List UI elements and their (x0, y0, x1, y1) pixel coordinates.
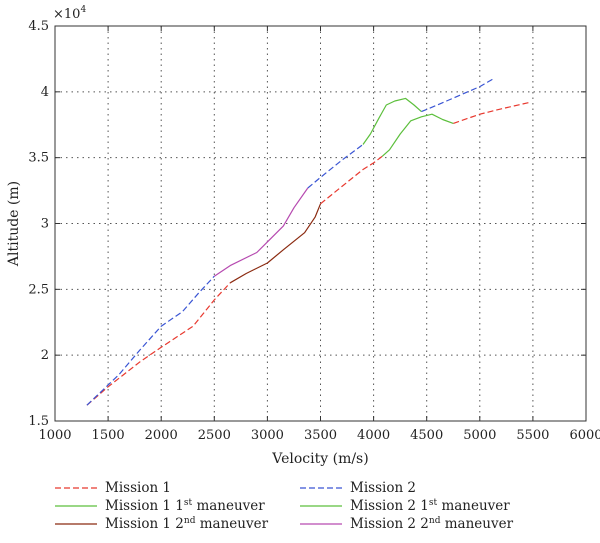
y-tick-label: 3 (41, 217, 49, 232)
x-tick-label: 1000 (38, 428, 71, 443)
y-tick-label: 3.5 (28, 151, 49, 166)
x-tick-label: 2000 (145, 428, 178, 443)
ticks: 1000 1500 2000 2500 3000 3500 4000 4500 5000 5500… (28, 19, 600, 443)
x-tick-label: 5000 (463, 428, 496, 443)
series-line-m1b (229, 203, 322, 284)
x-tick-label: 4500 (410, 428, 443, 443)
legend-label-m2b: Mission 2 2nd maneuver (350, 516, 514, 532)
legend-label-m1a: Mission 1 1st maneuver (105, 498, 265, 514)
x-tick-label: 3500 (304, 428, 337, 443)
legend-label-m2: Mission 2 (350, 480, 416, 496)
series-layer (86, 78, 530, 406)
y-multiplier: ×104 (53, 5, 86, 22)
y-tick-label: 4.5 (28, 19, 49, 34)
grid (55, 26, 586, 421)
x-tick-label: 3000 (251, 428, 284, 443)
series-line-m2 (421, 78, 494, 113)
series-line-m2 (86, 275, 215, 406)
series-line-m1 (320, 155, 383, 205)
series-line-m1 (86, 282, 231, 406)
legend: Mission 1 Mission 2 Mission 1 1st maneuver… (55, 480, 514, 532)
series-line-m2b (213, 187, 309, 277)
series-line-m1 (453, 101, 530, 124)
series-line-m2a (362, 97, 422, 145)
x-tick-label: 2500 (198, 428, 231, 443)
y-tick-label: 4 (41, 85, 49, 100)
x-tick-label: 4000 (357, 428, 390, 443)
series-line-m1a (381, 113, 454, 157)
legend-label-m2a: Mission 2 1st maneuver (350, 498, 510, 514)
legend-label-m1b: Mission 1 2nd maneuver (105, 516, 269, 532)
y-tick-label: 1.5 (28, 414, 49, 429)
legend-label-m1: Mission 1 (105, 480, 171, 496)
series-line-m2 (307, 144, 364, 189)
y-tick-label: 2.5 (28, 282, 49, 297)
y-tick-label: 2 (41, 348, 49, 363)
x-tick-label: 5500 (516, 428, 549, 443)
x-axis-label: Velocity (m/s) (271, 451, 368, 467)
x-tick-label: 1500 (92, 428, 125, 443)
y-axis-label: Altitude (m) (6, 181, 22, 267)
x-tick-label: 6000 (569, 428, 600, 443)
